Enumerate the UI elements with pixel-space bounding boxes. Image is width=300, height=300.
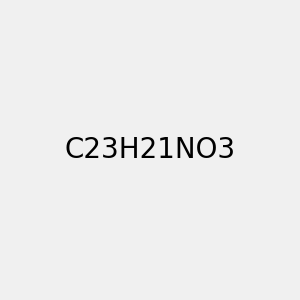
Text: C23H21NO3: C23H21NO3 <box>64 136 236 164</box>
